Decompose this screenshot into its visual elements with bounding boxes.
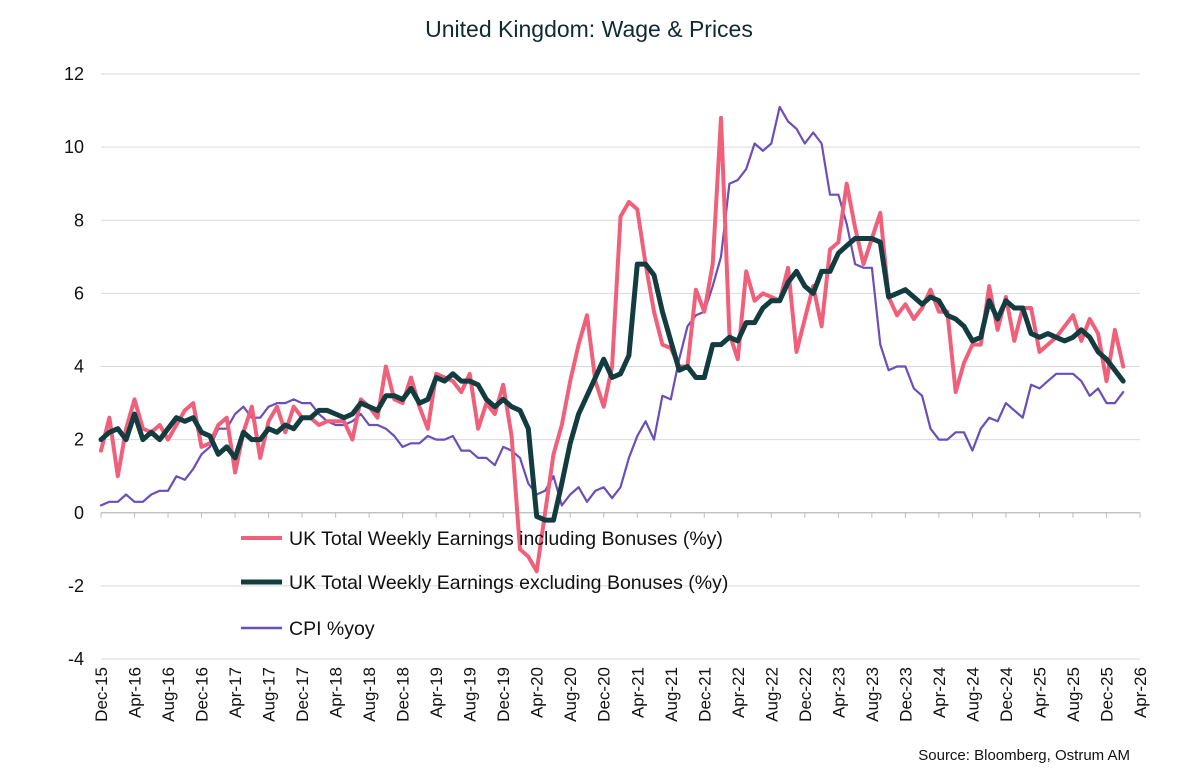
x-tick-label: Dec-17 bbox=[293, 667, 312, 722]
x-tick-label: Apr-21 bbox=[628, 667, 647, 718]
series-lines bbox=[98, 105, 1126, 574]
y-tick-label: -2 bbox=[68, 576, 84, 596]
x-tick-label: Aug-16 bbox=[159, 667, 178, 722]
y-tick-label: 0 bbox=[74, 503, 84, 523]
legend: UK Total Weekly Earnings including Bonus… bbox=[241, 528, 728, 640]
x-tick-label: Aug-23 bbox=[863, 667, 882, 722]
y-tick-label: 4 bbox=[74, 357, 84, 377]
x-tick-label: Apr-25 bbox=[1030, 667, 1049, 718]
x-tick-label: Aug-19 bbox=[461, 667, 480, 722]
y-tick-label: 10 bbox=[64, 137, 84, 157]
x-tick-label: Dec-15 bbox=[92, 667, 111, 722]
x-tick-label: Apr-23 bbox=[829, 667, 848, 718]
x-tick-label: Aug-22 bbox=[762, 667, 781, 722]
x-axis-ticks: Dec-15 Apr-16 Aug-16 Dec-16 Apr-17 Aug-17 Dec-… bbox=[92, 512, 1150, 722]
x-tick-label: Dec-18 bbox=[394, 667, 413, 722]
x-tick-label: Dec-24 bbox=[997, 667, 1016, 722]
x-tick-label: Apr-17 bbox=[226, 667, 245, 718]
x-tick-label: Dec-25 bbox=[1097, 667, 1116, 722]
chart-title: United Kingdom: Wage & Prices bbox=[425, 16, 753, 42]
x-tick-label: Aug-21 bbox=[662, 667, 681, 722]
y-axis-ticks: -4 -2 0 2 4 6 8 10 12 bbox=[64, 64, 84, 669]
y-tick-label: -4 bbox=[68, 649, 84, 669]
x-tick-label: Apr-19 bbox=[427, 667, 446, 718]
x-tick-label: Apr-26 bbox=[1131, 667, 1150, 718]
x-tick-label: Dec-23 bbox=[896, 667, 915, 722]
y-tick-label: 2 bbox=[74, 430, 84, 450]
source-note: Source: Bloomberg, Ostrum AM bbox=[918, 747, 1130, 764]
y-tick-label: 6 bbox=[74, 283, 84, 303]
x-tick-label: Dec-19 bbox=[494, 667, 513, 722]
x-tick-label: Aug-18 bbox=[360, 667, 379, 722]
x-tick-label: Dec-16 bbox=[193, 667, 212, 722]
y-tick-label: 12 bbox=[64, 64, 84, 84]
legend-label-excl-bonuses: UK Total Weekly Earnings excluding Bonus… bbox=[289, 572, 728, 594]
x-tick-label: Dec-22 bbox=[796, 667, 815, 722]
x-tick-label: Aug-25 bbox=[1064, 667, 1083, 722]
x-tick-label: Apr-18 bbox=[327, 667, 346, 718]
x-tick-label: Aug-20 bbox=[561, 667, 580, 722]
legend-label-incl-bonuses: UK Total Weekly Earnings including Bonus… bbox=[289, 528, 723, 550]
x-tick-label: Apr-20 bbox=[528, 667, 547, 718]
series-line-incl-bonuses bbox=[99, 115, 1126, 574]
x-tick-label: Dec-21 bbox=[695, 667, 714, 722]
x-tick-label: Dec-20 bbox=[595, 667, 614, 722]
x-tick-label: Aug-17 bbox=[260, 667, 279, 722]
x-tick-label: Apr-22 bbox=[729, 667, 748, 718]
x-tick-label: Apr-16 bbox=[126, 667, 145, 718]
x-tick-label: Apr-24 bbox=[930, 667, 949, 718]
legend-label-cpi: CPI %yoy bbox=[289, 618, 375, 640]
series-line-cpi bbox=[99, 105, 1125, 507]
series-line-excl-bonuses bbox=[98, 236, 1126, 523]
gridlines bbox=[101, 73, 1140, 660]
y-tick-label: 8 bbox=[74, 210, 84, 230]
x-tick-label: Aug-24 bbox=[963, 667, 982, 722]
